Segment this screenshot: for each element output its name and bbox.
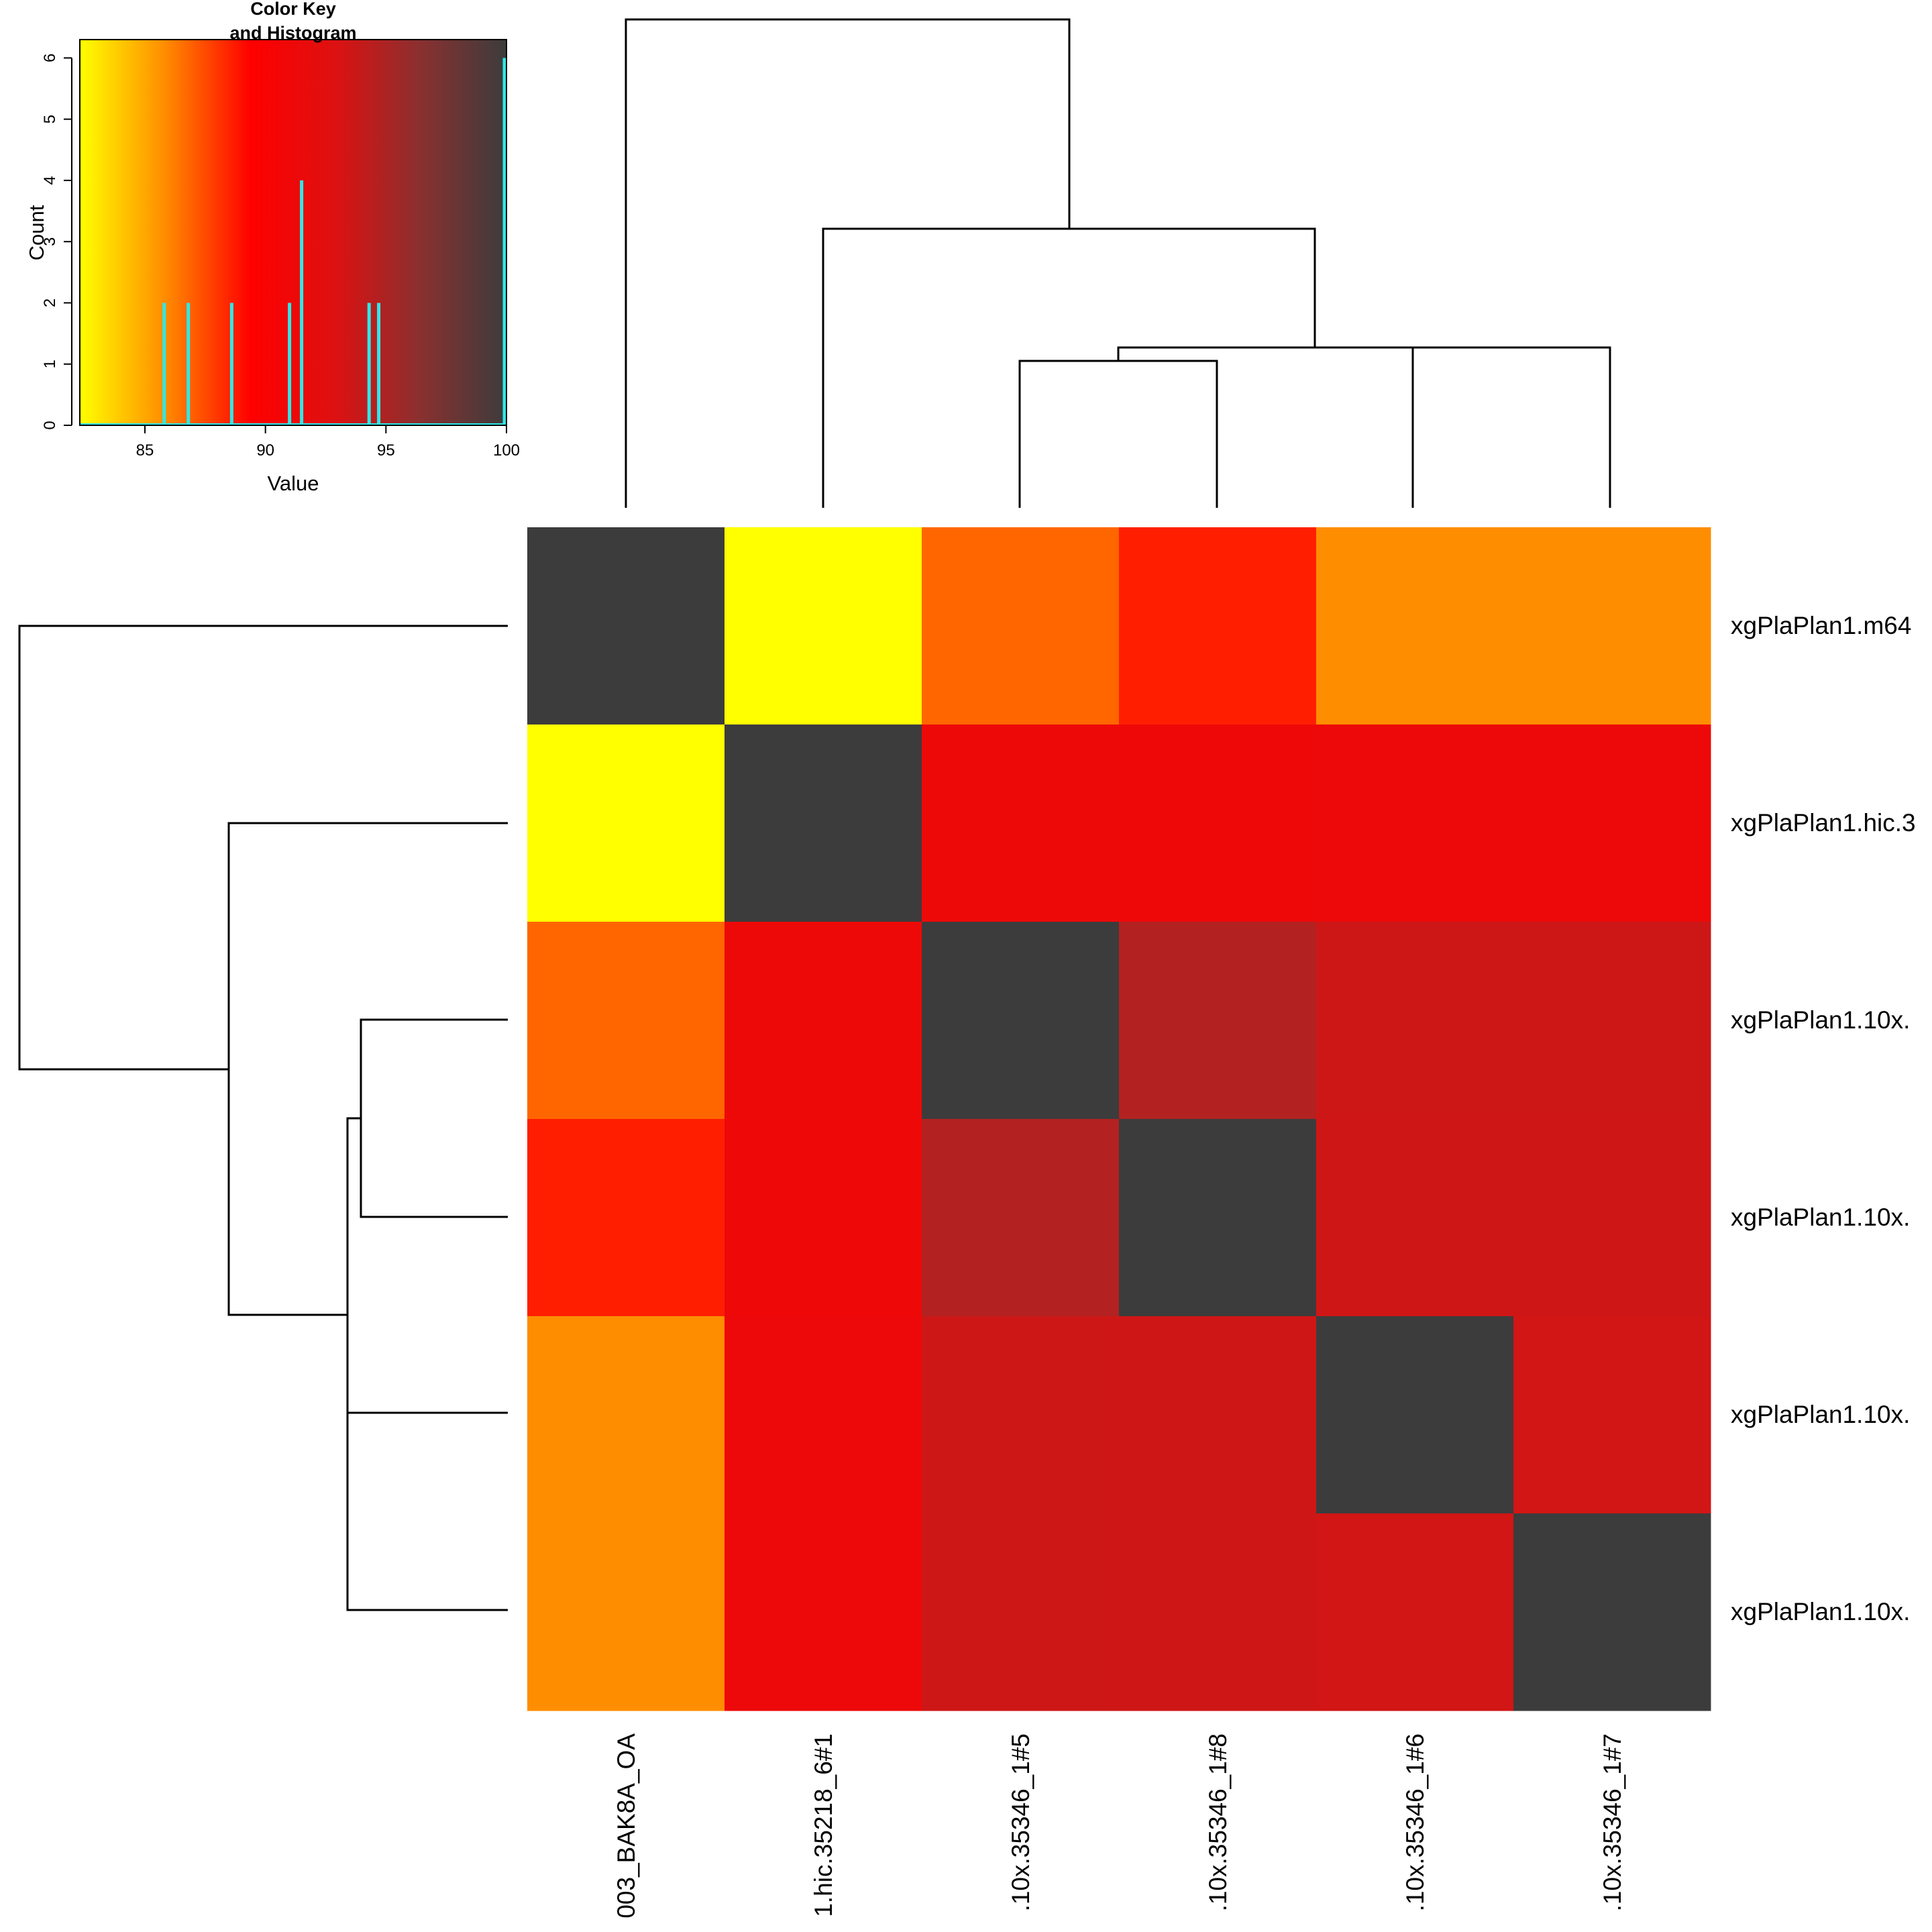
heatmap-cell [724,922,922,1120]
heatmap-cells [527,527,1711,1711]
heatmap-cell [1316,1119,1514,1317]
heatmap-cell [527,724,725,922]
y-tick-label: 4 [41,176,59,184]
row-label: xgPlaPlan1.m64 [1731,612,1911,639]
dendro-row-merge-6 [18,625,508,1071]
heatmap-cell [724,724,922,922]
dendro-col-merge-1 [1018,360,1218,508]
color-key-gradient [80,40,506,425]
y-tick-label: 0 [41,421,59,429]
y-tick-label: 5 [41,115,59,123]
heatmap-cell [1513,527,1711,725]
x-tick-label: 95 [377,441,395,460]
column-label: .10x.35346_1#5 [1007,1733,1034,1911]
dendro-row-merge-5 [227,822,508,1316]
heatmap-cell [527,527,725,725]
row-label: xgPlaPlan1.10x. [1731,1203,1910,1231]
heatmap-cell [1119,922,1317,1120]
heatmap-cell [724,1513,922,1711]
heatmap-cell [1119,724,1317,922]
y-tick-label: 6 [41,54,59,62]
heatmap-cell [527,922,725,1120]
heatmap-cell [1316,1316,1514,1514]
color-key-y-axis: 0 1 2 3 4 5 6 [41,54,72,430]
dendro-col-merge-2 [1411,346,1611,508]
x-tick-label: 90 [256,441,274,460]
heatmap-cell [1316,724,1514,922]
column-label: .10x.35346_1#6 [1401,1733,1429,1911]
y-tick-label: 3 [41,237,59,246]
heatmap-cell [922,1316,1120,1514]
heatmap-cell [724,527,922,725]
heatmap-cell [1119,1513,1317,1711]
heatmap-cell [1513,724,1711,922]
heatmap-cell [527,1316,725,1514]
column-label: .10x.35346_1#8 [1204,1733,1232,1911]
y-tick-label: 1 [41,360,59,368]
dendro-col-merge-3 [1117,346,1511,361]
heatmap-cell [922,1119,1120,1317]
x-tick-label: 85 [136,441,154,460]
column-label: 003_BAK8A_OA [612,1733,640,1919]
color-key-x-axis: 85 90 95 100 [136,425,520,460]
row-label: xgPlaPlan1.10x. [1731,1598,1910,1625]
x-tick-label: 100 [493,441,520,460]
dendro-col-merge-5 [822,227,1316,508]
row-label: xgPlaPlan1.10x. [1731,1006,1910,1034]
heatmap-cell [724,1119,922,1317]
heatmap-cell [1316,527,1514,725]
heatmap-cell [724,1316,922,1514]
column-labels: 003_BAK8A_OA 1.hic.35218_6#1 .10x.35346_1#… [612,1733,1626,1919]
dendro-row-merge-1 [360,1018,508,1218]
color-key-title: Color Key [250,0,336,19]
color-key-histogram: 85 90 95 100 0 1 2 3 4 5 6 Color Key and Histogra… [25,0,520,495]
row-label: xgPlaPlan1.hic.3 [1731,809,1916,837]
heatmap-cell [922,527,1120,725]
column-label: 1.hic.35218_6#1 [810,1733,837,1917]
heatmap-cell [922,724,1120,922]
heatmap-cell [1119,1119,1317,1317]
dendro-col-merge-6 [625,18,1071,508]
heatmap-cell [1316,1513,1514,1711]
heatmap-cell [527,1513,725,1711]
row-dendrogram [18,625,508,1611]
heatmap-cell [922,922,1120,1120]
row-labels: xgPlaPlan1.m64 xgPlaPlan1.hic.3 xgPlaPlan1… [1731,612,1916,1625]
heatmap-cell [922,1513,1120,1711]
color-key-frame [79,39,507,426]
heatmap-cell [1119,1316,1317,1514]
heatmap-cell [1513,1316,1711,1514]
column-label: .10x.35346_1#7 [1599,1733,1626,1911]
dendro-row-merge-2 [346,1411,508,1611]
heatmap-cell [1513,1513,1711,1711]
color-key-subtitle: and Histogram [229,23,356,43]
heatmap-cell [1119,527,1317,725]
heatmap-cell [1513,922,1711,1120]
heatmap-cell [1513,1119,1711,1317]
row-label: xgPlaPlan1.10x. [1731,1401,1910,1428]
column-dendrogram [625,18,1611,508]
dendro-row-merge-3 [346,1117,361,1511]
heatmap-cell [527,1119,725,1317]
y-tick-label: 2 [41,299,59,307]
color-key-xlabel: Value [268,472,319,495]
heatmap-cell [1316,922,1514,1120]
color-key-ylabel: Count [25,205,48,260]
